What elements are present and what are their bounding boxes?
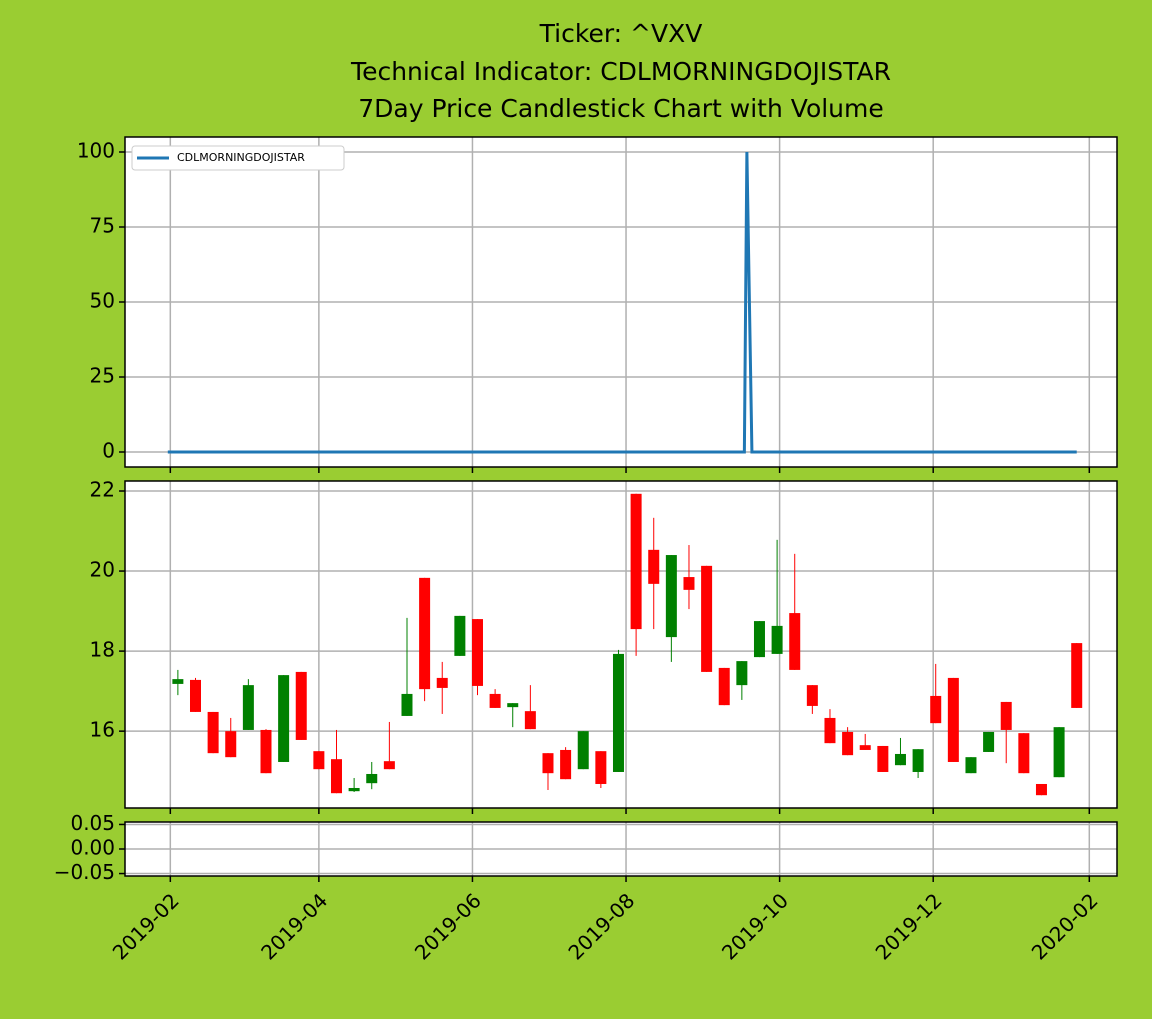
candle-body (842, 731, 854, 756)
candle-body (242, 685, 254, 730)
chart-subtitle: Technical Indicator: CDLMORNINGDOJISTAR (350, 57, 891, 86)
candle-body (806, 685, 818, 706)
candle-body (225, 731, 237, 758)
line-series (167, 151, 1077, 454)
candle-body (383, 761, 395, 770)
candle-body (683, 577, 695, 590)
candle-body (947, 677, 959, 762)
candle-body (419, 577, 431, 690)
y-tick-label: 100 (77, 139, 115, 163)
candle-body (1071, 643, 1083, 708)
candle-body (471, 619, 483, 686)
candle-body (436, 677, 448, 688)
candle-body (577, 731, 589, 770)
candle-body (612, 653, 624, 772)
y-tick-label: 20 (90, 558, 115, 582)
candle-body (189, 679, 201, 712)
legend-box (131, 145, 345, 171)
candle-body (489, 693, 501, 708)
candle-body (507, 703, 519, 708)
candle-body (630, 493, 642, 630)
candle-body (965, 757, 977, 774)
candle-body (330, 759, 342, 794)
y-tick-label: 25 (90, 364, 115, 388)
y-tick-label: 22 (90, 478, 115, 502)
y-tick-label: 75 (90, 214, 115, 238)
candle-body (736, 661, 748, 686)
candle-body (1000, 701, 1012, 730)
y-tick-label: 16 (90, 718, 115, 742)
candle-body (930, 695, 942, 724)
candle-body (313, 751, 325, 770)
candle-body (1018, 733, 1030, 774)
chart-title: Ticker: ^VXV (539, 19, 703, 48)
plot-frame (124, 480, 1118, 809)
candle-body (894, 753, 906, 766)
candle-body (771, 625, 783, 654)
candle-body (595, 751, 607, 784)
candle-body (278, 675, 290, 762)
candle-body (859, 745, 871, 750)
plot-frame (124, 136, 1118, 468)
candle-body (172, 679, 184, 684)
candle-body (560, 749, 572, 780)
y-tick-label: 50 (90, 289, 115, 313)
candle-body (665, 555, 677, 638)
candle-body (401, 693, 413, 716)
candle-body (348, 787, 360, 792)
candle-body (877, 745, 889, 772)
y-tick-label: 0 (102, 439, 115, 463)
legend-label: CDLMORNINGDOJISTAR (177, 151, 305, 164)
candle-body (983, 731, 995, 752)
plot-frame (124, 821, 1118, 877)
y-tick-label: 18 (90, 638, 115, 662)
candle-body (524, 711, 536, 730)
candle-body (824, 717, 836, 744)
candle-body (207, 711, 219, 754)
candle-body (912, 749, 924, 772)
candle-body (366, 773, 378, 784)
candle-body (454, 615, 466, 656)
candle-body (260, 729, 272, 774)
candle-body (701, 565, 713, 672)
y-tick-label: 0.00 (70, 836, 115, 860)
candle-body (753, 621, 765, 658)
candle-body (542, 753, 554, 774)
candle-body (789, 613, 801, 670)
candle-body (1035, 783, 1047, 796)
candle-body (718, 667, 730, 706)
y-tick-label: −0.05 (54, 860, 115, 884)
candle-body (648, 549, 660, 584)
candle-body (1053, 727, 1065, 778)
chart-subtitle: 7Day Price Candlestick Chart with Volume (358, 94, 884, 123)
y-tick-label: 0.05 (70, 811, 115, 835)
candle-body (295, 671, 307, 740)
